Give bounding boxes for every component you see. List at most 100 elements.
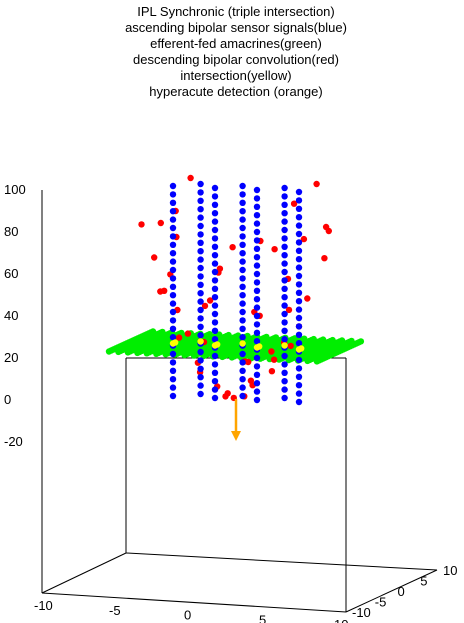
blue-point bbox=[169, 384, 177, 391]
red-point bbox=[290, 200, 298, 207]
x-tick-label: -10 bbox=[34, 598, 53, 613]
blue-point bbox=[169, 350, 177, 358]
green-point bbox=[263, 333, 270, 341]
blue-point bbox=[211, 260, 219, 267]
blue-point bbox=[211, 327, 219, 334]
blue-point bbox=[211, 184, 219, 192]
green-point bbox=[301, 335, 308, 342]
blue-point bbox=[253, 371, 261, 378]
blue-point bbox=[169, 208, 177, 215]
x-tick-label: -5 bbox=[109, 603, 121, 618]
blue-point bbox=[169, 308, 177, 316]
blue-point bbox=[253, 380, 261, 387]
blue-point bbox=[295, 340, 303, 347]
red-point bbox=[245, 358, 252, 366]
title-line-3: efferent-fed amacrines(green) bbox=[150, 36, 322, 51]
red-point bbox=[187, 174, 194, 182]
blue-point bbox=[239, 292, 246, 299]
z-tick-label: -20 bbox=[4, 434, 23, 449]
blue-point bbox=[169, 334, 177, 341]
blue-point bbox=[169, 250, 177, 257]
blue-point bbox=[253, 338, 261, 345]
blue-point bbox=[281, 378, 288, 385]
blue-point bbox=[169, 283, 177, 290]
blue-point bbox=[169, 300, 177, 307]
red-point bbox=[270, 356, 278, 363]
blue-point bbox=[295, 314, 303, 322]
blue-point bbox=[253, 203, 261, 210]
y-tick-label: -5 bbox=[375, 595, 387, 610]
blue-point bbox=[253, 212, 261, 219]
z-tick-label: 80 bbox=[4, 224, 18, 239]
base-front-edge bbox=[41, 592, 347, 613]
blue-point bbox=[211, 226, 219, 234]
blue-point bbox=[197, 189, 204, 196]
blue-point bbox=[281, 369, 288, 376]
green-point bbox=[206, 331, 213, 338]
red-series bbox=[138, 174, 332, 402]
blue-point bbox=[239, 384, 246, 391]
blue-point bbox=[295, 230, 303, 238]
blue-point bbox=[253, 228, 261, 236]
blue-point bbox=[211, 378, 219, 385]
x-tick-label: 0 bbox=[184, 608, 191, 623]
blue-point bbox=[169, 275, 177, 282]
blue-point bbox=[253, 245, 261, 252]
blue-point bbox=[211, 252, 219, 259]
base-left-edge bbox=[41, 552, 127, 594]
blue-point bbox=[253, 396, 261, 404]
blue-point bbox=[169, 258, 177, 265]
blue-point bbox=[295, 306, 303, 313]
blue-point bbox=[197, 290, 204, 297]
blue-point bbox=[197, 273, 204, 280]
blue-point bbox=[295, 331, 303, 338]
base-right-edge bbox=[345, 569, 438, 613]
blue-point bbox=[239, 208, 246, 215]
z-tick-label: 100 bbox=[4, 182, 26, 197]
blue-point bbox=[295, 298, 303, 305]
blue-point bbox=[295, 373, 303, 380]
blue-point bbox=[295, 214, 303, 221]
blue-point bbox=[239, 199, 246, 206]
blue-point bbox=[211, 210, 219, 217]
blue-point bbox=[197, 390, 204, 398]
blue-point bbox=[169, 367, 177, 374]
blue-point bbox=[197, 222, 204, 230]
green-point bbox=[225, 331, 232, 339]
green-point bbox=[149, 328, 157, 335]
blue-point bbox=[253, 237, 261, 244]
blue-point bbox=[169, 292, 177, 299]
blue-point bbox=[239, 376, 246, 383]
chart-title: IPL Synchronic (triple intersection) asc… bbox=[125, 4, 347, 99]
blue-point bbox=[239, 367, 246, 374]
blue-point bbox=[253, 312, 261, 320]
blue-point bbox=[295, 398, 303, 406]
blue-point bbox=[281, 243, 288, 250]
blue-point bbox=[281, 218, 288, 225]
blue-point bbox=[197, 306, 204, 314]
blue-point bbox=[211, 294, 219, 301]
green-point bbox=[310, 335, 317, 343]
blue-point bbox=[239, 233, 246, 240]
blue-point bbox=[239, 258, 246, 265]
blue-point bbox=[253, 388, 261, 395]
title-line-6: hyperacute detection (orange) bbox=[149, 84, 322, 99]
blue-point bbox=[281, 260, 288, 267]
blue-point bbox=[169, 317, 177, 324]
blue-point bbox=[295, 188, 303, 196]
blue-point bbox=[169, 224, 177, 232]
blue-point bbox=[281, 285, 288, 292]
x-tick-label: 5 bbox=[259, 612, 266, 623]
blue-point bbox=[253, 321, 261, 328]
yellow-series bbox=[169, 338, 305, 353]
blue-point bbox=[295, 272, 303, 280]
blue-point bbox=[211, 386, 219, 393]
blue-point bbox=[239, 317, 246, 324]
title-line-4: descending bipolar convolution(red) bbox=[133, 52, 339, 67]
blue-point bbox=[281, 226, 288, 234]
blue-point bbox=[253, 287, 261, 294]
blue-point bbox=[295, 365, 303, 372]
blue-point bbox=[253, 262, 261, 269]
green-point bbox=[272, 334, 280, 341]
title-line-1: IPL Synchronic (triple intersection) bbox=[137, 4, 335, 19]
